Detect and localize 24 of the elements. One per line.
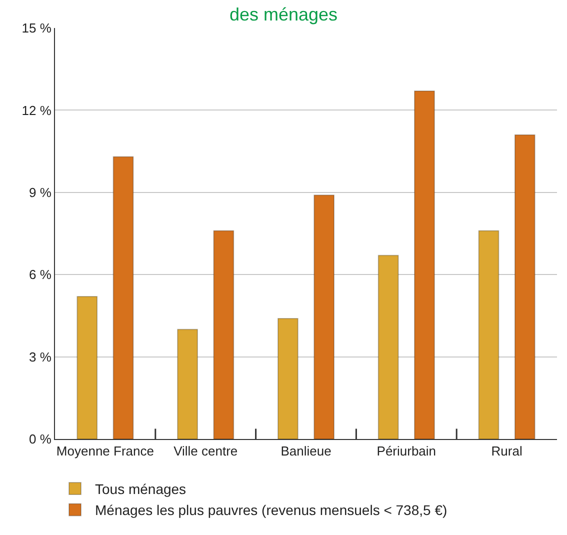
- bar: [414, 90, 435, 439]
- bar: [378, 254, 399, 439]
- bar: [478, 230, 500, 439]
- bar: [277, 318, 298, 439]
- chart-title: des ménages: [229, 4, 338, 25]
- bar: [213, 230, 234, 439]
- x-tick-label: Périurbain: [376, 444, 436, 459]
- y-tick-label: 15 %: [22, 20, 52, 36]
- x-tick-label: Banlieue: [280, 444, 332, 459]
- bar: [112, 156, 134, 439]
- legend-label: Ménages les plus pauvres (revenus mensuels < 738,5 €): [95, 502, 448, 518]
- y-tick-label: 9 %: [28, 184, 52, 200]
- x-tick-label: Rural: [491, 444, 522, 459]
- x-tick-label: Moyenne France: [56, 444, 154, 459]
- legend-label: Tous ménages: [95, 481, 186, 498]
- bar: [76, 296, 98, 439]
- bar: [514, 134, 536, 439]
- bar: [314, 194, 335, 439]
- y-tick-label: 3 %: [28, 349, 52, 364]
- y-tick-label: 6 %: [28, 267, 52, 282]
- y-tick-label: 12 %: [22, 102, 52, 118]
- bar: [177, 328, 198, 439]
- y-tick-label: 0 %: [28, 432, 52, 447]
- x-tick-label: Ville centre: [174, 444, 238, 459]
